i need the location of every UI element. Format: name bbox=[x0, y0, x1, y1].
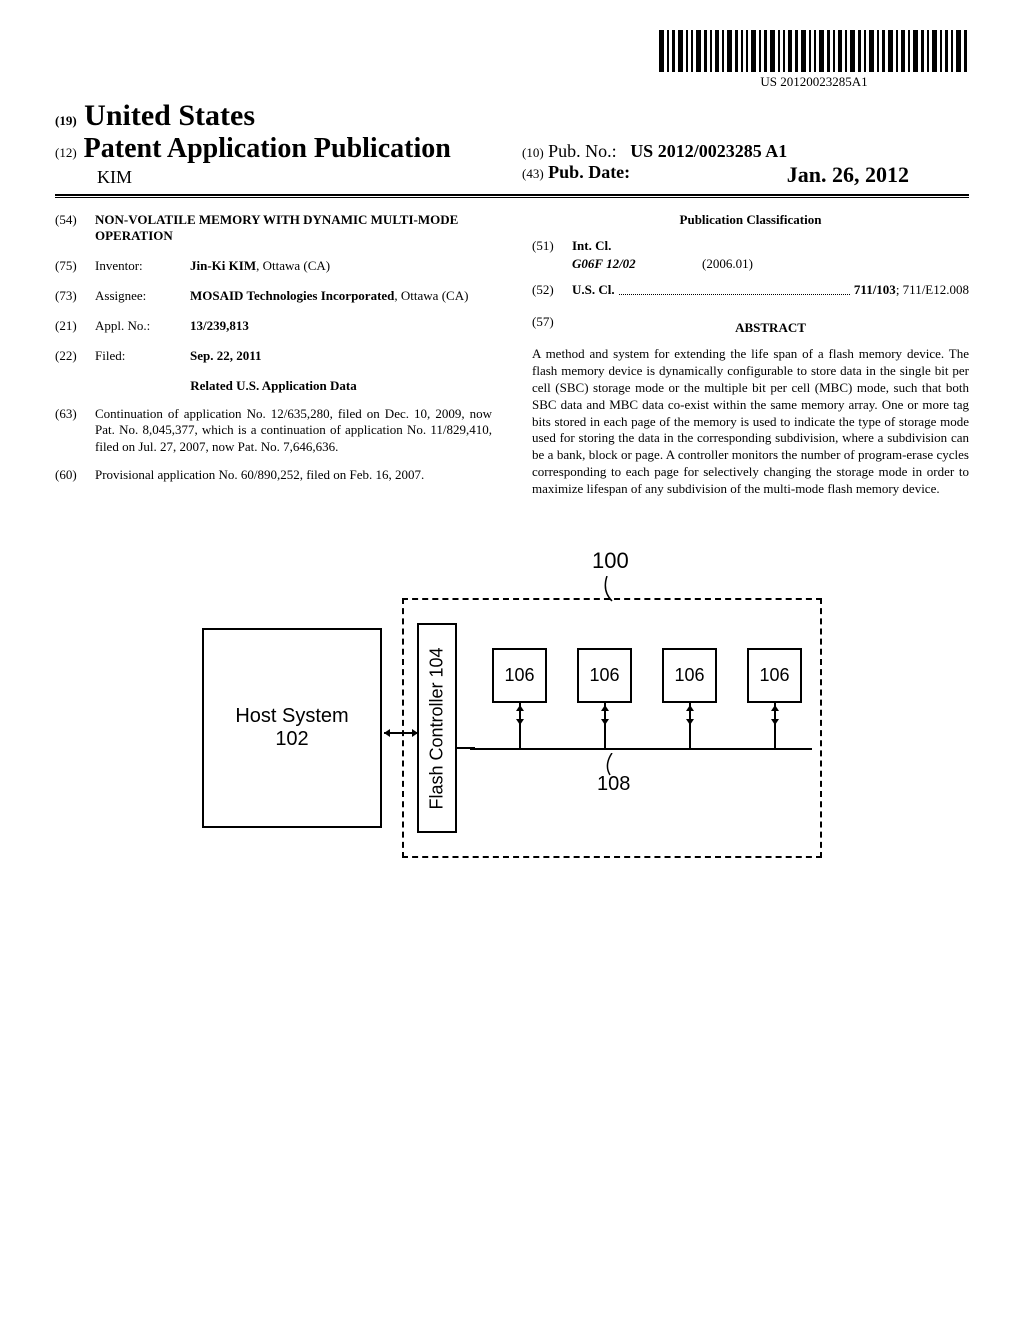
chip-bus-bidir-icon bbox=[595, 705, 615, 725]
left-column: (54) NON-VOLATILE MEMORY WITH DYNAMIC MU… bbox=[55, 212, 492, 498]
uscl-secondary: ; 711/E12.008 bbox=[896, 282, 969, 297]
uscl-primary: 711/103 bbox=[854, 282, 896, 297]
pub-date-label: Pub. Date: bbox=[548, 162, 630, 182]
filed-value: Sep. 22, 2011 bbox=[190, 348, 492, 364]
intcl-date: (2006.01) bbox=[702, 256, 753, 272]
memory-chip: 106 bbox=[662, 648, 717, 703]
abstract-header: ABSTRACT bbox=[572, 320, 969, 336]
applno-value: 13/239,813 bbox=[190, 318, 492, 334]
continuation-text: Continuation of application No. 12/635,2… bbox=[95, 406, 492, 455]
chip-bus-bidir-icon bbox=[765, 705, 785, 725]
inventor-header: KIM bbox=[97, 167, 502, 188]
assignee-loc: , Ottawa (CA) bbox=[394, 288, 468, 303]
pub-date: Jan. 26, 2012 bbox=[787, 162, 969, 188]
filed-label: Filed: bbox=[95, 348, 190, 364]
flash-controller-label: Flash Controller 104 bbox=[427, 647, 448, 809]
assignee-name: MOSAID Technologies Incorporated bbox=[190, 288, 394, 303]
bus-line bbox=[470, 748, 812, 750]
code-73: (73) bbox=[55, 288, 95, 304]
chip-bus-bidir-icon bbox=[510, 705, 530, 725]
code-43: (43) bbox=[522, 166, 544, 181]
uscl-label: U.S. Cl. bbox=[572, 282, 615, 298]
publication-type: Patent Application Publication bbox=[84, 133, 451, 164]
host-system-box: Host System 102 bbox=[202, 628, 382, 828]
chip-bus-bidir-icon bbox=[680, 705, 700, 725]
code-12: (12) bbox=[55, 145, 77, 160]
ctrl-bus-link bbox=[457, 738, 477, 758]
inventor-name: Jin-Ki KIM bbox=[190, 258, 256, 273]
code-19: (19) bbox=[55, 113, 77, 128]
intcl-class: G06F 12/02 bbox=[572, 256, 702, 272]
inventor-loc: , Ottawa (CA) bbox=[256, 258, 330, 273]
code-75: (75) bbox=[55, 258, 95, 274]
barcode: US 20120023285A1 bbox=[659, 30, 969, 90]
right-column: Publication Classification (51) Int. Cl.… bbox=[532, 212, 969, 498]
assignee-label: Assignee: bbox=[95, 288, 190, 304]
barcode-region: US 20120023285A1 bbox=[55, 30, 969, 91]
pub-no-label: Pub. No.: bbox=[548, 141, 617, 161]
abstract-text: A method and system for extending the li… bbox=[532, 346, 969, 498]
code-51: (51) bbox=[532, 238, 572, 254]
pub-no: US 2012/0023285 A1 bbox=[630, 141, 787, 161]
inventor-label: Inventor: bbox=[95, 258, 190, 274]
barcode-number: US 20120023285A1 bbox=[659, 74, 969, 90]
header: (19) United States (12) Patent Applicati… bbox=[55, 99, 969, 188]
uscl-leader-dots bbox=[619, 282, 850, 295]
host-label-2: 102 bbox=[275, 728, 308, 751]
related-data-header: Related U.S. Application Data bbox=[55, 378, 492, 394]
country: United States bbox=[84, 99, 255, 132]
intcl-label: Int. Cl. bbox=[572, 238, 611, 254]
ref-100: 100 bbox=[592, 548, 629, 574]
pub-classification-header: Publication Classification bbox=[532, 212, 969, 228]
bibliographic-data: (54) NON-VOLATILE MEMORY WITH DYNAMIC MU… bbox=[55, 212, 969, 498]
flash-system-boundary bbox=[402, 598, 822, 858]
figure-1: 100 Host System 102 Flash Controller 104… bbox=[202, 568, 822, 908]
memory-chip: 106 bbox=[492, 648, 547, 703]
invention-title: NON-VOLATILE MEMORY WITH DYNAMIC MULTI-M… bbox=[95, 212, 492, 244]
code-10: (10) bbox=[522, 145, 544, 160]
code-54: (54) bbox=[55, 212, 95, 244]
host-label-1: Host System bbox=[235, 705, 348, 728]
code-60: (60) bbox=[55, 467, 95, 483]
provisional-text: Provisional application No. 60/890,252, … bbox=[95, 467, 492, 483]
lead-line-108 bbox=[602, 753, 622, 778]
flash-controller-box: Flash Controller 104 bbox=[417, 623, 457, 833]
host-controller-link bbox=[382, 723, 420, 743]
memory-chip: 106 bbox=[747, 648, 802, 703]
code-52: (52) bbox=[532, 282, 572, 298]
memory-chip: 106 bbox=[577, 648, 632, 703]
code-63: (63) bbox=[55, 406, 95, 455]
applno-label: Appl. No.: bbox=[95, 318, 190, 334]
figure-region: 100 Host System 102 Flash Controller 104… bbox=[55, 568, 969, 908]
header-rule bbox=[55, 194, 969, 198]
code-22: (22) bbox=[55, 348, 95, 364]
code-57: (57) bbox=[532, 314, 572, 346]
code-21: (21) bbox=[55, 318, 95, 334]
